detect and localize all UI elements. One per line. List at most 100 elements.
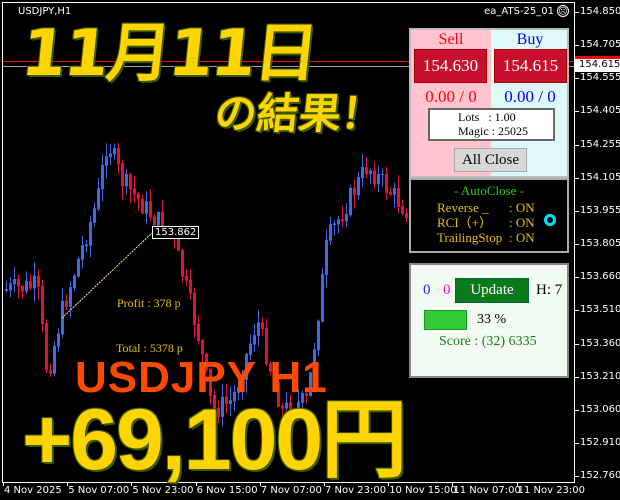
candle-body (221, 396, 224, 417)
candle-body (357, 176, 360, 196)
price-tick (575, 277, 579, 279)
candle-body (157, 211, 160, 226)
ask-line (3, 66, 574, 67)
candle-body (85, 244, 88, 247)
candle-body (325, 239, 328, 275)
candle-body (17, 279, 20, 287)
candle-body (141, 198, 144, 214)
autoclose-title: - AutoClose - (453, 183, 525, 198)
candle-body (213, 395, 216, 409)
candle-body (305, 392, 308, 396)
time-tick (388, 482, 390, 486)
candle-body (321, 273, 324, 322)
candle-body (149, 201, 152, 218)
price-tick-label: 154.850 (580, 6, 620, 17)
date-title: 11月11日 (18, 17, 321, 91)
candle-body (97, 188, 100, 210)
trade-price-label: 153.862 (152, 226, 200, 239)
time-tick (324, 482, 325, 486)
total-text: Total : 5378 p (116, 341, 183, 355)
candle-body (349, 187, 352, 216)
time-tick-label: 10 Nov 15:00 (389, 485, 457, 496)
candle-body (313, 349, 316, 374)
time-tick (516, 482, 518, 486)
candle-body (109, 153, 112, 158)
candle-body (237, 387, 240, 393)
candle-body (197, 323, 200, 342)
candle-body (125, 173, 128, 187)
time-tick (3, 482, 4, 486)
time-tick-label: 5 Nov 07:00 (68, 485, 130, 496)
price-tick (575, 476, 579, 478)
price-tick-label: 154.105 (580, 171, 620, 183)
candle-body (93, 208, 96, 223)
candle-body (273, 370, 276, 383)
candle-body (245, 353, 248, 380)
time-tick-label: 4 Nov 2025 (4, 485, 62, 496)
pair-timeframe: USDJPY H1 (75, 353, 328, 402)
candle-body (153, 216, 156, 226)
candle-body (13, 279, 16, 285)
all-close-button[interactable]: All Close (454, 148, 527, 172)
price-tick-label: 152.760 (580, 470, 620, 482)
candle-body (201, 340, 204, 355)
candle-body (33, 275, 36, 289)
candle-body (341, 219, 344, 222)
price-tick (575, 78, 579, 80)
candle-body (361, 166, 364, 178)
candle-body (217, 407, 220, 417)
candle-body (301, 392, 304, 403)
candle-body (405, 213, 408, 219)
candle-body (77, 258, 80, 277)
candle-body (381, 173, 384, 175)
candle-body (317, 320, 320, 351)
candle-body (297, 401, 300, 414)
candle-body (49, 369, 52, 374)
candle-body (329, 224, 332, 241)
candle-body (393, 187, 396, 195)
candle-body (401, 206, 404, 215)
candle-body (181, 249, 184, 277)
candle-body (353, 187, 356, 196)
candle-body (177, 236, 180, 251)
price-tick-label: 153.060 (580, 403, 620, 415)
candle-body (205, 353, 208, 370)
ea-name: ea_ATS-25_01 (484, 6, 554, 17)
candle-body (281, 405, 284, 409)
candle-body (185, 275, 188, 281)
candle-body (193, 292, 196, 325)
time-tick (67, 482, 69, 486)
candle-body (241, 378, 244, 389)
update-button[interactable]: Update (455, 278, 529, 303)
time-tick-label: 7 Nov 07:00 (260, 485, 322, 496)
time-tick (452, 482, 454, 486)
progress-text: 33 % (477, 312, 507, 327)
sell-position: 0.00 / 0 (425, 87, 477, 106)
price-tick (575, 376, 579, 378)
candle-body (137, 193, 140, 200)
candle-body (65, 300, 68, 307)
candle-body (253, 335, 256, 345)
price-tick-label: 153.360 (580, 337, 620, 349)
price-tick (575, 409, 579, 411)
candle-body (37, 275, 40, 287)
candle-body (261, 322, 264, 330)
autoclose-values: : ON : ON : ON (509, 200, 535, 245)
buy-button[interactable]: 154.615 (494, 49, 567, 83)
sell-button[interactable]: 154.630 (414, 49, 487, 83)
price-tick-label: 152.910 (580, 436, 620, 448)
autoclose-labels: Reverse _ RCI（+） TrailingStop (437, 200, 502, 245)
time-tick (195, 482, 197, 486)
price-tick (575, 244, 579, 246)
price-tick-label: 154.255 (580, 138, 620, 150)
price-tick (575, 210, 579, 212)
price-tick-label: 153.210 (580, 370, 620, 382)
time-tick-label: 6 Nov 15:00 (196, 485, 258, 496)
lots-text: Lots : 1.00 (458, 110, 516, 124)
candle-body (265, 328, 268, 365)
candle-body (333, 223, 336, 226)
candle-body (101, 164, 104, 190)
price-tick-label: 154.405 (580, 105, 620, 117)
price-tick (575, 144, 579, 146)
candlestick-chart (5, 142, 412, 427)
